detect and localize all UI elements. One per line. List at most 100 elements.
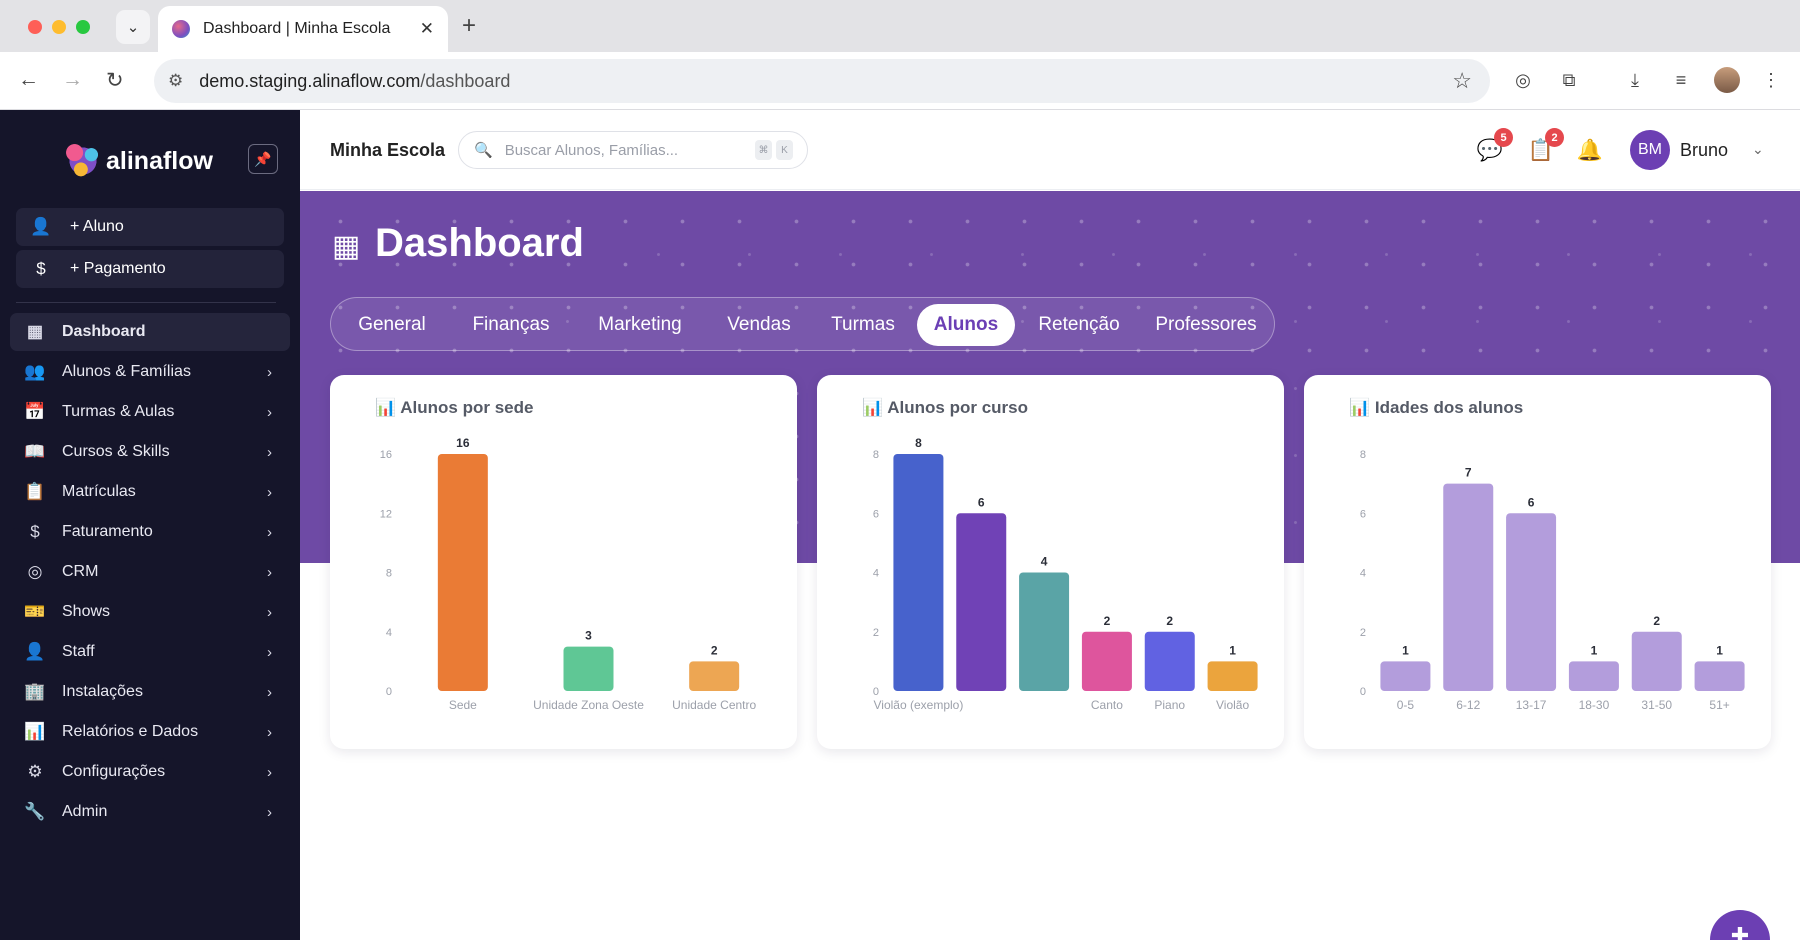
target-icon: ◎ <box>27 562 43 581</box>
bookmark-star-icon[interactable]: ☆ <box>1452 68 1472 93</box>
extensions-puzzle-icon[interactable]: ⧉ <box>1562 69 1576 90</box>
reload-icon[interactable]: ↻ <box>106 69 124 92</box>
sidebar-item-cursos-skills[interactable]: 📖 Cursos & Skills › <box>10 433 290 471</box>
window-close-button[interactable] <box>28 20 42 34</box>
y-tick-label: 4 <box>873 568 879 580</box>
y-tick-label: 2 <box>1360 627 1366 639</box>
new-tab-plus-icon[interactable]: + <box>462 12 477 39</box>
x-tick-label: Canto <box>1091 698 1123 712</box>
avatar[interactable]: BM <box>1630 130 1670 170</box>
tab-general[interactable]: General <box>358 314 426 335</box>
x-tick-label: 18-30 <box>1579 698 1610 712</box>
building-icon: 🏢 <box>24 682 46 701</box>
y-tick-label: 8 <box>1360 449 1366 461</box>
tab-close-icon[interactable]: ✕ <box>419 19 434 38</box>
site-settings-icon[interactable]: ⚙ <box>168 71 184 90</box>
bar-chart-alunos-por-sede: 0 4 8 12 16 16 Sede 3 Unidade Zona Oeste 2 Unidade… <box>380 436 757 712</box>
sidebar-item-dashboard[interactable]: ▦ Dashboard <box>10 313 290 351</box>
help-chat-button[interactable]: ✚ <box>1710 910 1770 940</box>
search-input[interactable] <box>504 141 755 159</box>
chevron-right-icon: › <box>267 763 272 781</box>
sidebar-item-admin[interactable]: 🔧 Admin › <box>10 793 290 831</box>
forward-arrow-icon[interactable]: → <box>62 68 83 91</box>
y-tick-label: 4 <box>1360 568 1366 580</box>
data-label: 1 <box>1229 643 1236 657</box>
window-zoom-button[interactable] <box>76 20 90 34</box>
bar <box>1144 631 1195 691</box>
tab-marketing[interactable]: Marketing <box>598 314 682 335</box>
sidebar-item-relatorios-dados[interactable]: 📊 Relatórios e Dados › <box>10 713 290 751</box>
chevron-right-icon: › <box>267 363 272 381</box>
password-manager-icon[interactable]: ◎ <box>1515 69 1531 90</box>
sidebar-item-alunos-familias[interactable]: 👥 Alunos & Famílias › <box>10 353 290 391</box>
data-label: 7 <box>1465 466 1472 480</box>
dollar-icon: $ <box>30 522 40 541</box>
browser-tab[interactable]: Dashboard | Minha Escola ✕ <box>158 6 448 52</box>
tab-professores[interactable]: Professores <box>1155 314 1257 335</box>
browser-profile-avatar[interactable] <box>1714 67 1740 93</box>
messages-badge: 5 <box>1494 128 1513 147</box>
x-tick-label: Piano <box>1154 698 1185 712</box>
browser-menu-icon[interactable]: ⋮ <box>1762 69 1780 90</box>
data-label: 3 <box>585 629 592 643</box>
sidebar-item-crm[interactable]: ◎ CRM › <box>10 553 290 591</box>
notifications-bell-icon[interactable]: 🔔 <box>1576 139 1604 162</box>
tab-search-chevron-icon[interactable]: ⌄ <box>116 10 150 44</box>
data-label: 4 <box>1041 555 1048 569</box>
chart-card-alunos-por-curso: 📊 Alunos por curso 0 2 4 6 8 8 Violão (exemplo… <box>817 375 1284 749</box>
user-cog-icon: 👤 <box>24 642 46 661</box>
media-controls-icon[interactable]: ≡ <box>1675 69 1687 90</box>
data-label: 1 <box>1591 643 1598 657</box>
sidebar-divider <box>16 302 276 303</box>
back-arrow-icon[interactable]: ← <box>18 68 39 91</box>
wrench-icon: 🔧 <box>24 802 46 821</box>
address-bar[interactable]: ⚙ demo.staging.alinaflow.com/dashboard ☆ <box>154 59 1490 103</box>
alinaflow-logo-icon <box>62 140 104 182</box>
sidebar-item-instalacoes[interactable]: 🏢 Instalações › <box>10 673 290 711</box>
logo[interactable]: alinaflow <box>62 140 213 182</box>
sidebar-item-turmas-aulas[interactable]: 📅 Turmas & Aulas › <box>10 393 290 431</box>
dollar-icon: $ <box>36 259 46 278</box>
chevron-right-icon: › <box>267 803 272 821</box>
messages-icon[interactable]: 💬 5 <box>1475 128 1513 166</box>
y-tick-label: 0 <box>386 686 392 698</box>
chart-card-alunos-por-sede: 📊 Alunos por sede 0 4 8 12 16 16 Sede 3 Unidade … <box>330 375 797 749</box>
data-label: 2 <box>1104 614 1111 628</box>
global-search[interactable]: 🔍 ⌘ K <box>458 131 808 169</box>
sidebar-item-label: Turmas & Aulas <box>62 403 175 420</box>
downloads-icon[interactable]: ⤓ <box>1631 69 1639 90</box>
user-name[interactable]: Bruno <box>1680 140 1729 160</box>
url-text[interactable]: demo.staging.alinaflow.com/dashboard <box>199 71 1452 92</box>
tab-retencao[interactable]: Retenção <box>1038 314 1120 335</box>
sidebar-item-label: Dashboard <box>62 323 146 340</box>
bar <box>1019 572 1070 691</box>
window-minimize-button[interactable] <box>52 20 66 34</box>
pin-sidebar-icon[interactable]: 📌 <box>248 144 278 174</box>
chevron-down-icon[interactable]: ⌄ <box>1752 141 1764 157</box>
bar <box>1443 483 1494 691</box>
tab-turmas[interactable]: Turmas <box>831 314 895 335</box>
y-tick-label: 8 <box>873 449 879 461</box>
sidebar-item-configuracoes[interactable]: ⚙ Configurações › <box>10 753 290 791</box>
x-tick-label: Violão <box>1216 698 1249 712</box>
y-tick-label: 0 <box>873 686 879 698</box>
sidebar-item-matriculas[interactable]: 📋 Matrículas › <box>10 473 290 511</box>
sidebar-item-label: Shows <box>62 603 111 620</box>
school-name[interactable]: Minha Escola <box>330 140 446 160</box>
chevron-right-icon: › <box>267 643 272 661</box>
sidebar-item-shows[interactable]: 🎫 Shows › <box>10 593 290 631</box>
add-student-button[interactable]: 👤 + Aluno <box>16 208 284 246</box>
sidebar-item-faturamento[interactable]: $ Faturamento › <box>10 513 290 551</box>
data-label: 16 <box>456 436 470 450</box>
tab-financas[interactable]: Finanças <box>472 314 550 335</box>
tasks-clipboard-icon[interactable]: 📋 2 <box>1526 128 1564 166</box>
chevron-right-icon: › <box>267 403 272 421</box>
chevron-right-icon: › <box>267 723 272 741</box>
add-student-label: + Aluno <box>70 218 124 235</box>
tab-alunos[interactable]: Alunos <box>917 304 1015 346</box>
url-host: demo.staging.alinaflow.com <box>199 70 421 91</box>
sidebar-item-staff[interactable]: 👤 Staff › <box>10 633 290 671</box>
tab-vendas[interactable]: Vendas <box>727 314 791 335</box>
add-payment-button[interactable]: $ + Pagamento <box>16 250 284 288</box>
x-tick-label: Unidade Centro <box>672 698 756 712</box>
